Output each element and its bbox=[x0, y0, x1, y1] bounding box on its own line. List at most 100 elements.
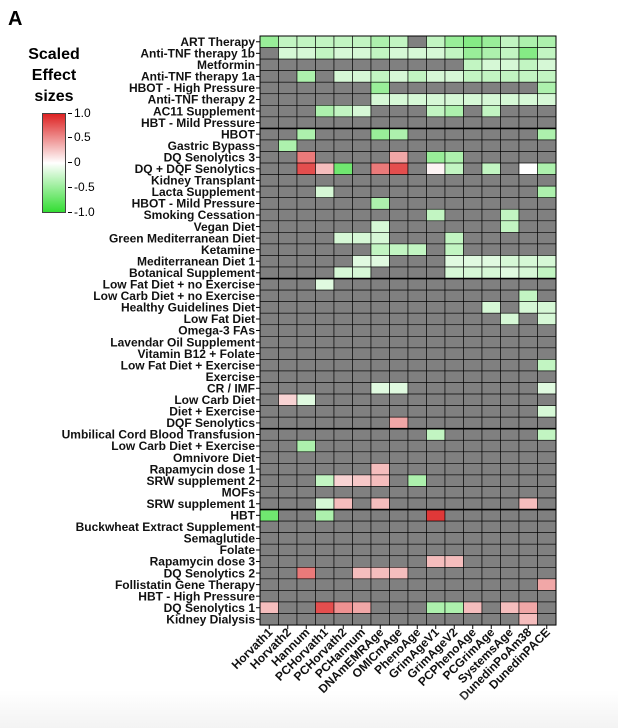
heatmap-cell bbox=[407, 335, 427, 349]
heatmap-cell bbox=[352, 393, 372, 406]
heatmap-cell bbox=[481, 162, 501, 175]
heatmap-cell bbox=[500, 590, 520, 603]
heatmap-cell bbox=[278, 509, 298, 522]
row-label: Buckwheat Extract Supplement bbox=[76, 520, 255, 534]
heatmap-cell bbox=[259, 613, 279, 626]
heatmap-cell bbox=[444, 370, 464, 383]
heatmap-cell bbox=[537, 162, 557, 175]
heatmap-cell bbox=[500, 428, 520, 441]
heatmap-cell bbox=[426, 497, 446, 510]
heatmap-cell bbox=[296, 393, 316, 406]
heatmap-cell bbox=[333, 463, 353, 476]
heatmap-cell bbox=[278, 70, 298, 83]
heatmap-cell bbox=[500, 578, 520, 591]
heatmap-cell bbox=[518, 324, 538, 337]
heatmap-cell bbox=[444, 497, 464, 510]
heatmap-cell bbox=[407, 474, 427, 487]
heatmap-cell bbox=[296, 497, 316, 510]
heatmap-cell bbox=[426, 382, 446, 395]
heatmap-cell bbox=[296, 105, 316, 118]
heatmap-cell bbox=[296, 47, 316, 60]
heatmap-cell bbox=[352, 116, 372, 129]
heatmap-cell bbox=[370, 474, 390, 487]
heatmap-cell bbox=[500, 289, 520, 302]
row-label: Metformin bbox=[197, 58, 255, 72]
heatmap-cell bbox=[370, 220, 390, 233]
heatmap-cell bbox=[407, 312, 427, 326]
heatmap-cell bbox=[518, 105, 538, 118]
heatmap-cell bbox=[389, 174, 409, 187]
heatmap-cell bbox=[518, 497, 538, 510]
heatmap-cell bbox=[278, 208, 298, 222]
heatmap-cell bbox=[537, 497, 557, 510]
legend-tick: 1.0 bbox=[68, 107, 91, 119]
heatmap-cell bbox=[481, 243, 501, 256]
heatmap-cell bbox=[518, 266, 538, 279]
heatmap-cell bbox=[389, 532, 409, 545]
row-label: Umbilical Cord Blood Transfusion bbox=[62, 428, 255, 442]
row-label: Anti-TNF therapy 2 bbox=[148, 93, 256, 107]
heatmap-cell bbox=[518, 289, 538, 302]
heatmap-cell bbox=[333, 116, 353, 129]
heatmap-cell bbox=[296, 520, 316, 533]
heatmap-cell bbox=[463, 35, 483, 48]
heatmap-cell bbox=[444, 428, 464, 441]
heatmap-cell bbox=[333, 520, 353, 533]
heatmap-cell bbox=[444, 382, 464, 395]
heatmap-cell bbox=[352, 463, 372, 476]
heatmap-cell bbox=[278, 312, 298, 326]
heatmap-cell bbox=[500, 335, 520, 349]
heatmap-cell bbox=[426, 324, 446, 337]
heatmap-cell bbox=[537, 566, 557, 580]
heatmap-cell bbox=[407, 613, 427, 626]
heatmap-cell bbox=[352, 359, 372, 372]
heatmap-cell bbox=[296, 335, 316, 349]
heatmap-cell bbox=[259, 566, 279, 580]
heatmap-cell bbox=[537, 463, 557, 476]
heatmap-cell bbox=[315, 243, 335, 256]
heatmap-cell bbox=[389, 474, 409, 487]
heatmap-cell bbox=[333, 93, 353, 106]
heatmap-cell bbox=[537, 532, 557, 545]
heatmap-cell bbox=[389, 185, 409, 198]
heatmap-cell bbox=[444, 70, 464, 83]
heatmap-cell bbox=[518, 312, 538, 326]
heatmap-cell bbox=[352, 405, 372, 418]
heatmap-cell bbox=[296, 81, 316, 95]
heatmap-cell bbox=[500, 116, 520, 129]
heatmap-cell bbox=[500, 220, 520, 233]
heatmap-cell bbox=[352, 139, 372, 152]
row-label: Healthy Guidelines Diet bbox=[121, 301, 255, 315]
heatmap-cell bbox=[444, 601, 464, 614]
heatmap-cell bbox=[370, 393, 390, 406]
heatmap-cell bbox=[407, 509, 427, 522]
heatmap-cell bbox=[518, 566, 538, 580]
heatmap-cell bbox=[518, 232, 538, 245]
heatmap-cell bbox=[407, 416, 427, 429]
heatmap-cell bbox=[315, 289, 335, 302]
heatmap-cell bbox=[389, 35, 409, 48]
heatmap-cell bbox=[463, 509, 483, 522]
heatmap-cell bbox=[352, 35, 372, 48]
heatmap-cell bbox=[315, 35, 335, 48]
heatmap-cell bbox=[463, 393, 483, 406]
heatmap-cell bbox=[481, 428, 501, 441]
heatmap-cell bbox=[426, 301, 446, 314]
heatmap-cell bbox=[407, 289, 427, 302]
heatmap-cell bbox=[333, 139, 353, 152]
heatmap-cell bbox=[315, 601, 335, 614]
heatmap-cell bbox=[352, 185, 372, 198]
heatmap-cell bbox=[518, 116, 538, 129]
heatmap-cell bbox=[444, 474, 464, 487]
heatmap-cell bbox=[537, 289, 557, 302]
heatmap-cell bbox=[463, 486, 483, 499]
heatmap-cell bbox=[315, 382, 335, 395]
heatmap-cell bbox=[333, 232, 353, 245]
heatmap-cell bbox=[518, 301, 538, 314]
heatmap-cell bbox=[370, 312, 390, 326]
heatmap-cell bbox=[518, 162, 538, 175]
heatmap-cell bbox=[426, 278, 446, 291]
row-label: Ketamine bbox=[201, 243, 255, 257]
heatmap-cell bbox=[537, 105, 557, 118]
heatmap-cell bbox=[426, 520, 446, 533]
